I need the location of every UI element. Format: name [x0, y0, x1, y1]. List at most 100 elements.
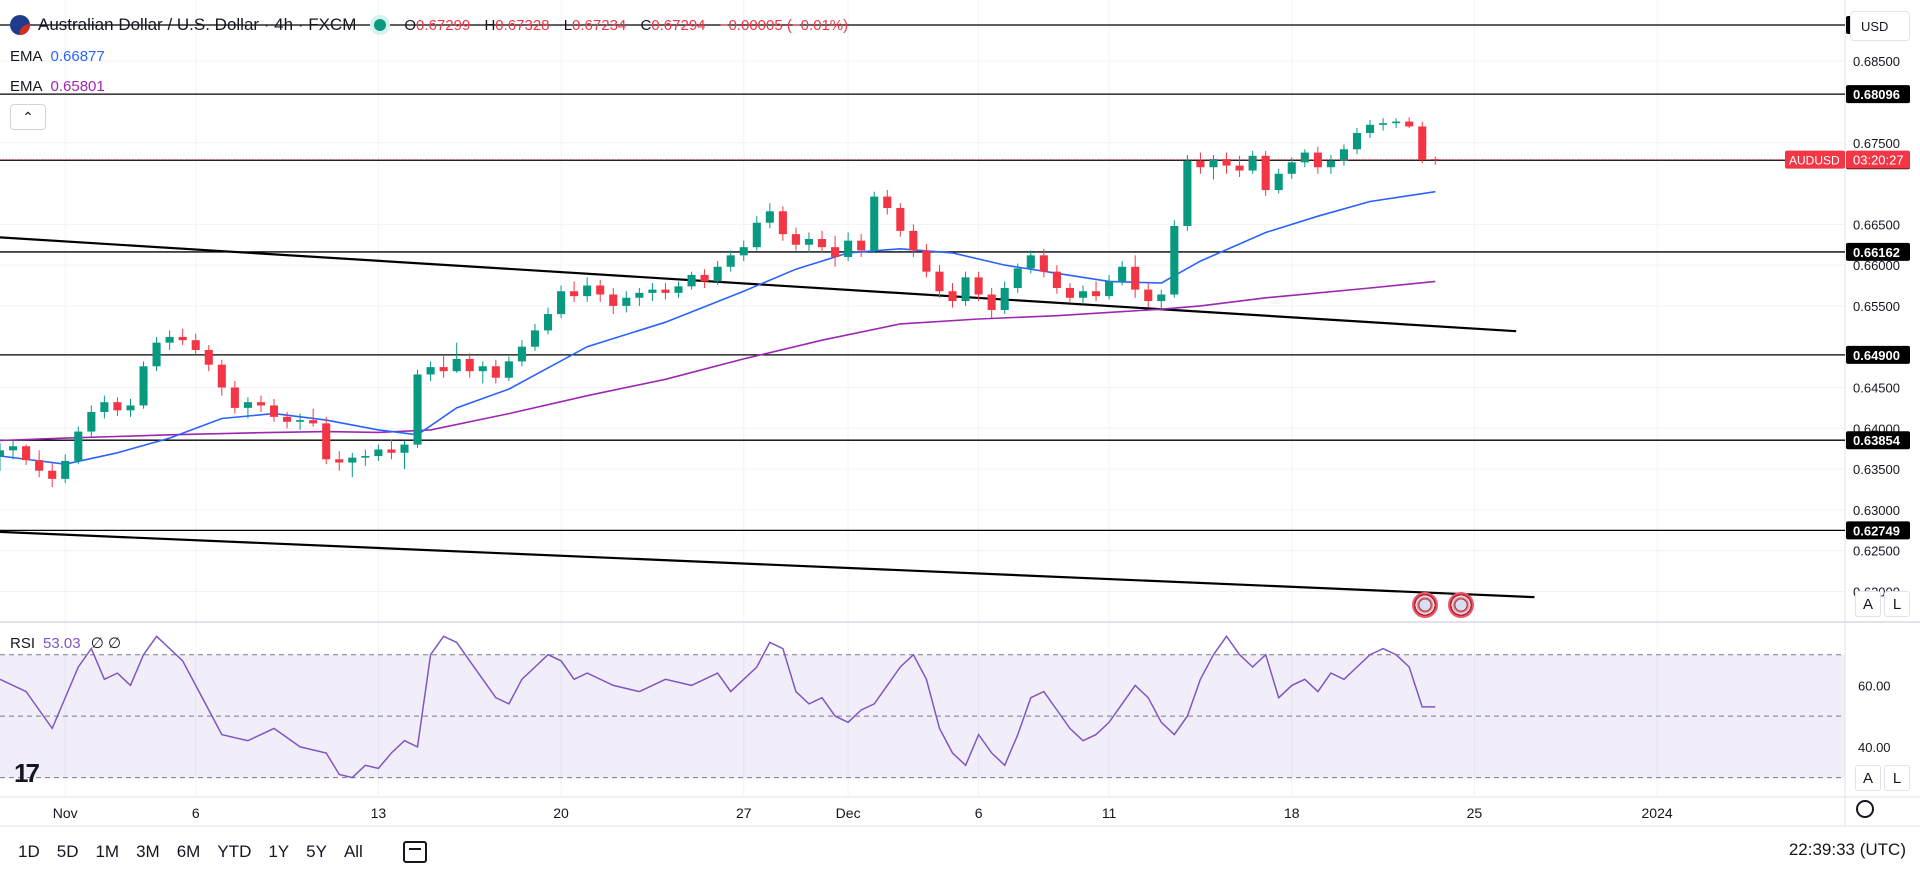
price-tick-label: 0.64500 — [1853, 381, 1900, 396]
candle-body — [1183, 160, 1192, 226]
candle-body — [452, 358, 461, 372]
timeframe-1m[interactable]: 1M — [95, 842, 120, 861]
candle-body — [726, 255, 735, 267]
chevron-up-icon: ⌃ — [22, 108, 34, 125]
high-value: 0.67328 — [495, 16, 550, 34]
candle-body — [322, 423, 331, 460]
price-tick-label: 0.68500 — [1853, 54, 1900, 69]
candle-body — [1248, 155, 1257, 171]
ohlc-values: O0.67299 H0.67328 L0.67234 C0.67294 −0.0… — [404, 16, 849, 34]
x-tick-label: Nov — [53, 805, 78, 821]
economic-event-icon[interactable] — [1448, 592, 1474, 618]
trendline — [0, 530, 1535, 599]
log-scale-button[interactable]: L — [1884, 591, 1910, 617]
candle-body — [283, 416, 292, 422]
candle-body — [831, 247, 840, 257]
candle-body — [243, 402, 252, 408]
candle-body — [61, 460, 70, 479]
aud-usd-flag-icon — [10, 15, 30, 35]
candle-body — [543, 314, 553, 331]
x-tick-label: 6 — [975, 805, 983, 821]
candle-body — [648, 289, 657, 293]
countdown-label: 03:20:27 — [1853, 153, 1904, 168]
candle-body — [530, 330, 540, 347]
ema-slow-value: 0.65801 — [50, 78, 105, 95]
candle-body — [765, 211, 774, 223]
market-open-icon — [374, 19, 387, 31]
timeframe-1d[interactable]: 1D — [18, 842, 40, 861]
timeframe-1y[interactable]: 1Y — [268, 842, 290, 861]
timeframe-6m[interactable]: 6M — [176, 842, 201, 861]
candle-body — [570, 291, 579, 297]
candle-body — [465, 358, 474, 372]
price-tick-label: 0.63000 — [1853, 503, 1900, 518]
timeframe-5d[interactable]: 5D — [56, 842, 79, 861]
candle-body — [700, 274, 709, 282]
timeframe-ytd[interactable]: YTD — [217, 842, 252, 861]
candle-body — [1431, 159, 1440, 161]
price-tick-label: 0.62500 — [1853, 544, 1900, 559]
candle-body — [517, 346, 526, 362]
economic-event-icon[interactable] — [1412, 592, 1438, 618]
candle-body — [256, 402, 266, 406]
candle-body — [739, 247, 748, 256]
x-tick-label: 27 — [736, 805, 752, 821]
candle-body — [1144, 289, 1153, 302]
rsi-log-scale-button[interactable]: L — [1884, 765, 1910, 791]
rsi-extra: ∅ ∅ — [90, 635, 122, 652]
candle-body — [870, 196, 879, 251]
candle-body — [844, 240, 853, 257]
x-tick-label: 25 — [1467, 805, 1483, 821]
candle-body — [113, 402, 122, 411]
candle-body — [0, 450, 5, 457]
rsi-auto-scale-button[interactable]: A — [1855, 765, 1881, 791]
candle-body — [935, 271, 944, 292]
rsi-value: 53.03 — [43, 635, 81, 652]
candle-body — [922, 250, 931, 272]
rsi-legend[interactable]: RSI 53.03 ∅ ∅ — [10, 635, 122, 652]
auto-scale-button[interactable]: A — [1855, 591, 1881, 617]
candle-body — [9, 446, 18, 451]
candle-body — [583, 285, 592, 297]
candle-body — [974, 277, 983, 295]
price-tick-label: 0.66000 — [1853, 258, 1900, 273]
price-tick-label: 0.63500 — [1853, 462, 1900, 477]
close-value: 0.67294 — [651, 16, 706, 34]
candle-body — [178, 336, 187, 341]
candle-body — [478, 366, 487, 372]
timeframe-5y[interactable]: 5Y — [306, 842, 327, 861]
candle-body — [909, 230, 918, 251]
candle-body — [230, 387, 239, 408]
calendar-icon[interactable] — [402, 841, 427, 863]
candle-body — [491, 366, 500, 378]
price-tick-label: 0.66500 — [1853, 217, 1900, 232]
currency-button[interactable]: USD — [1850, 11, 1910, 41]
x-tick-label: 13 — [371, 805, 387, 821]
candle-body — [191, 340, 200, 350]
candle-body — [557, 291, 566, 315]
clock[interactable]: 22:39:33 (UTC) — [1788, 840, 1906, 859]
candle-body — [1000, 287, 1009, 310]
tradingview-logo: 17 — [14, 758, 40, 788]
symbol-title[interactable]: Australian Dollar / U.S. Dollar · 4h · F… — [38, 15, 357, 34]
candle-body — [896, 208, 905, 231]
chart-legend: Australian Dollar / U.S. Dollar · 4h · F… — [10, 15, 858, 35]
ema-slow-legend[interactable]: EMA 0.65801 — [10, 78, 105, 95]
settings-icon[interactable] — [1856, 800, 1874, 818]
candle-body — [1235, 165, 1244, 171]
timeframe-3m[interactable]: 3M — [136, 842, 160, 861]
candle-body — [687, 274, 696, 287]
symbol-badge-box — [1785, 150, 1845, 169]
candle-body — [204, 349, 213, 365]
candle-body — [1078, 291, 1088, 298]
candle-body — [126, 405, 135, 411]
timeframe-all[interactable]: All — [343, 842, 363, 861]
candle-body — [1118, 266, 1127, 282]
ema-fast-legend[interactable]: EMA 0.66877 — [10, 48, 105, 65]
candle-body — [1170, 225, 1179, 295]
collapse-legend-button[interactable]: ⌃ — [10, 104, 46, 130]
candle-body — [1105, 281, 1114, 297]
level-label: 0.62749 — [1853, 523, 1900, 538]
level-label: 0.63854 — [1853, 433, 1901, 448]
